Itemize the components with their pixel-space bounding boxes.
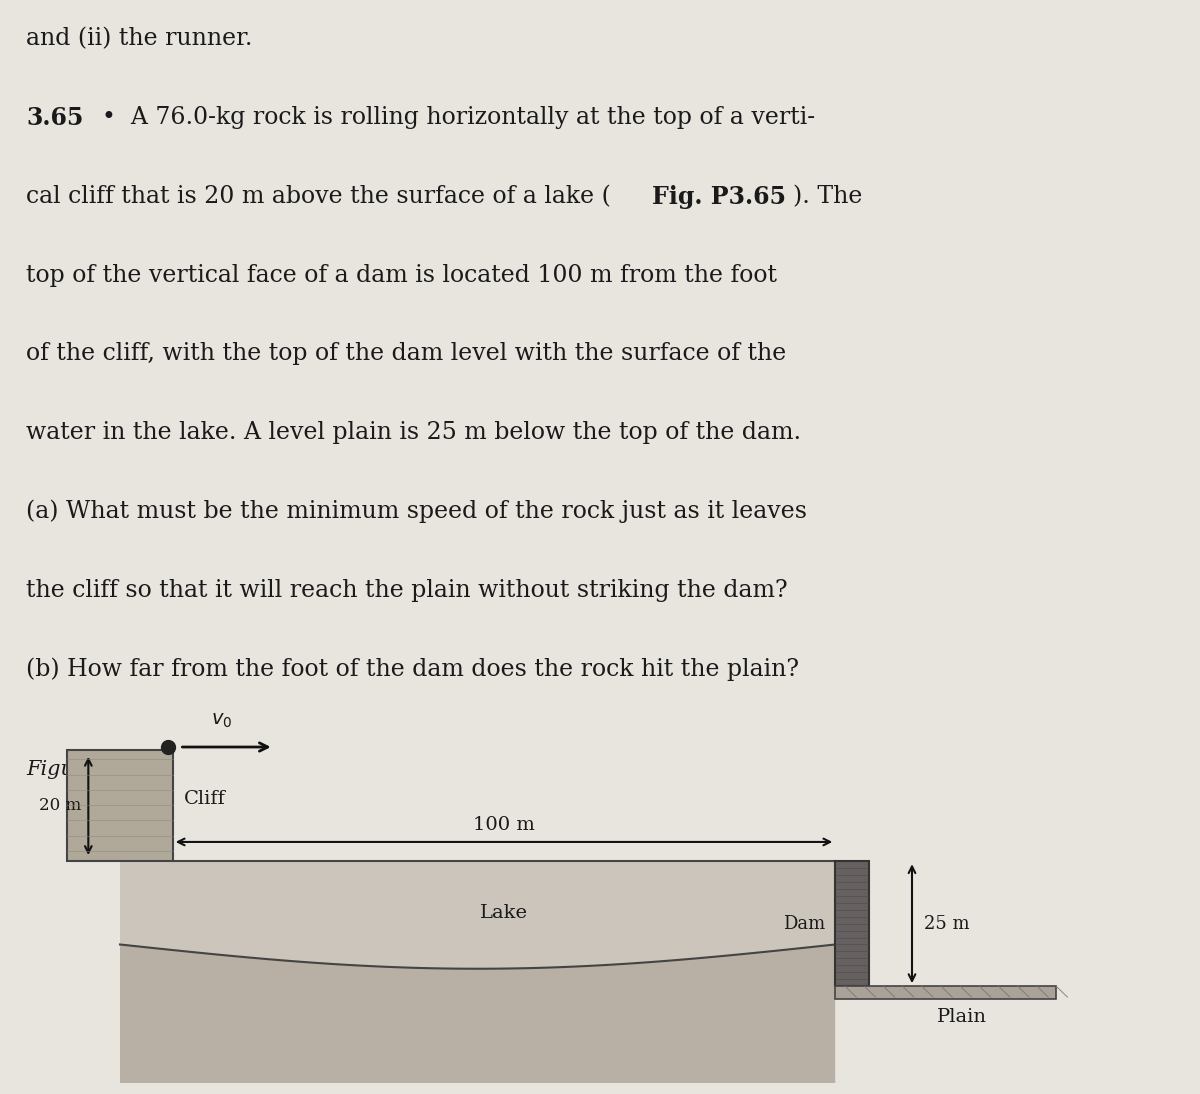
Text: Figure: Figure [26,760,103,779]
Text: Dam: Dam [784,915,826,933]
Polygon shape [120,944,835,1083]
Text: 20 m: 20 m [40,798,82,814]
Polygon shape [835,861,869,986]
Text: top of the vertical face of a dam is located 100 m from the foot: top of the vertical face of a dam is loc… [26,264,778,287]
Text: of the cliff, with the top of the dam level with the surface of the: of the cliff, with the top of the dam le… [26,342,787,365]
Text: (a) What must be the minimum speed of the rock just as it leaves: (a) What must be the minimum speed of th… [26,500,808,524]
Text: $v_0$: $v_0$ [211,711,233,730]
Text: 100 m: 100 m [473,816,535,834]
Text: (b) How far from the foot of the dam does the rock hit the plain?: (b) How far from the foot of the dam doe… [26,657,799,682]
Text: Lake: Lake [480,905,528,922]
Text: •  A 76.0-kg rock is rolling horizontally at the top of a verti-: • A 76.0-kg rock is rolling horizontally… [102,106,815,129]
Text: the cliff so that it will reach the plain without striking the dam?: the cliff so that it will reach the plai… [26,579,788,602]
Text: and (ii) the runner.: and (ii) the runner. [26,27,253,50]
Polygon shape [67,750,173,861]
Text: 25 m: 25 m [924,915,970,933]
Polygon shape [835,986,1056,999]
Text: water in the lake. A level plain is 25 m below the top of the dam.: water in the lake. A level plain is 25 m… [26,421,802,444]
Text: Plain: Plain [937,1009,988,1026]
Polygon shape [120,861,835,968]
Text: Cliff: Cliff [185,790,226,808]
Text: P3.65: P3.65 [108,760,175,780]
Text: Fig. P3.65: Fig. P3.65 [652,185,786,209]
Text: cal cliff that is 20 m above the surface of a lake (: cal cliff that is 20 m above the surface… [26,185,611,208]
Text: ). The: ). The [793,185,863,208]
Text: 3.65: 3.65 [26,106,84,130]
